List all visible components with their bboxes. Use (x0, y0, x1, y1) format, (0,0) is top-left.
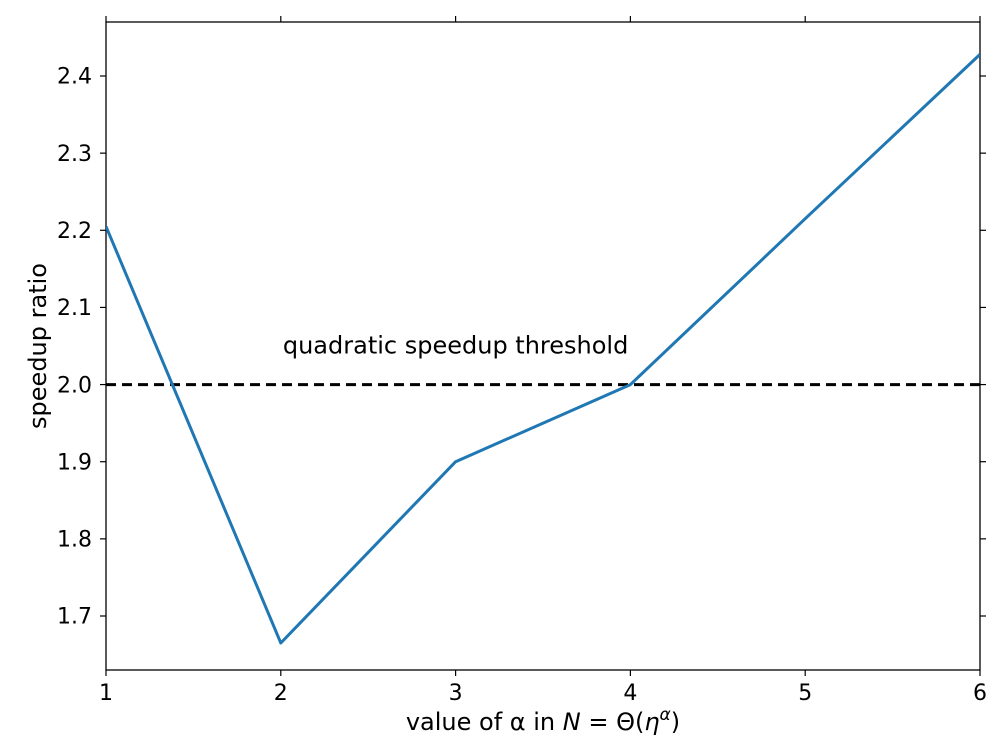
y-axis-label: speedup ratio (24, 263, 52, 429)
x-tick-label: 3 (449, 681, 463, 706)
x-tick-label: 5 (798, 681, 812, 706)
x-tick-label: 6 (973, 681, 987, 706)
y-tick-label: 2.3 (57, 142, 92, 167)
chart-container: quadratic speedup threshold 1 2 3 4 5 6 1.7 1.8 1… (0, 0, 998, 750)
y-tick-label: 1.7 (57, 605, 92, 630)
chart-bg (0, 0, 998, 750)
y-tick-label: 2.0 (57, 373, 92, 398)
x-axis-label: value of α in N = Θ(ηα) (406, 705, 680, 736)
x-tick-label: 4 (623, 681, 637, 706)
y-tick-label: 1.8 (57, 528, 92, 553)
y-tick-label: 2.1 (57, 296, 92, 321)
x-tick-label: 2 (274, 681, 288, 706)
x-tick-label: 1 (99, 681, 113, 706)
y-tick-label: 2.4 (57, 65, 92, 90)
threshold-label: quadratic speedup threshold (283, 332, 628, 360)
line-chart: quadratic speedup threshold 1 2 3 4 5 6 1.7 1.8 1… (0, 0, 998, 750)
y-tick-label: 2.2 (57, 219, 92, 244)
y-tick-label: 1.9 (57, 450, 92, 475)
